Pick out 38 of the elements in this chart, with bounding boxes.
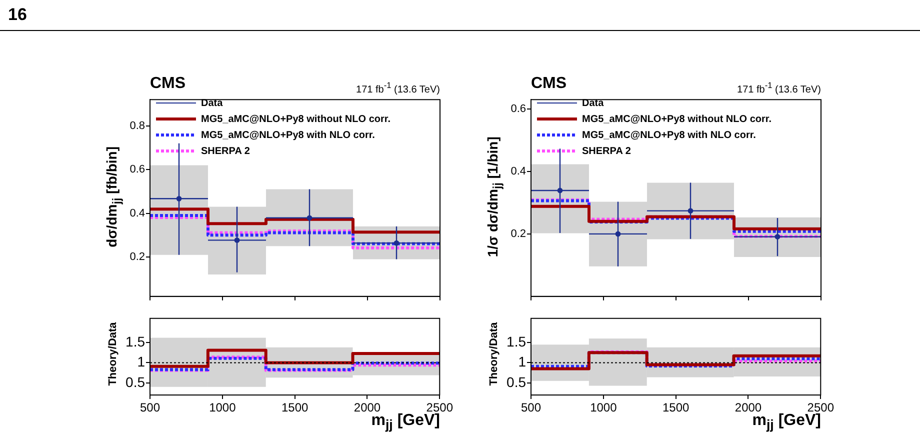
y-axis-title: Theory/Data [488, 322, 500, 386]
y-tick-label: 0.8 [130, 120, 145, 132]
x-tick-label: 1500 [662, 400, 690, 415]
legend-label: MG5_aMC@NLO+Py8 with NLO corr. [201, 130, 376, 141]
legend-label: Data [582, 98, 604, 109]
y-tick-label: 1.5 [506, 333, 526, 350]
y-tick-label: 0.2 [510, 228, 526, 240]
legend-label: MG5_aMC@NLO+Py8 without NLO corr. [201, 114, 391, 125]
text: 16 [8, 5, 27, 25]
x-tick-label: 2000 [354, 400, 381, 415]
legend-label: SHERPA 2 [201, 146, 250, 157]
y-axis-title: Theory/Data [106, 322, 119, 386]
chart-subtitle: 171 fb$^{-1}$ (13.6 TeV) [356, 80, 440, 96]
x-tick-label: 500 [520, 400, 542, 415]
legend-label: SHERPA 2 [582, 146, 632, 157]
legend-label: Data [201, 98, 224, 109]
x-tick-label: 500 [140, 400, 160, 415]
chart-subtitle: 171 fb$^{-1}$ (13.6 TeV) [737, 80, 821, 96]
y-tick-label: 0.4 [130, 207, 145, 220]
y-tick-label: 1.5 [126, 333, 146, 350]
y-tick-label: 1 [518, 354, 526, 370]
chart-title: CMS [150, 75, 186, 93]
y-tick-label: 0.2 [130, 251, 145, 264]
y-tick-label: 0.5 [126, 374, 146, 390]
x-tick-label: 2000 [734, 400, 762, 415]
y-tick-label: 0.5 [506, 374, 526, 390]
x-tick-label: 1000 [590, 400, 618, 415]
y-tick-label: 0.4 [510, 165, 526, 178]
y-tick-label: 0.6 [130, 164, 145, 176]
x-tick-label: 1500 [281, 400, 308, 415]
legend-label: MG5_aMC@NLO+Py8 with NLO corr. [582, 130, 756, 141]
chart-title: CMS [531, 75, 567, 93]
x-tick-label: 1000 [209, 400, 236, 415]
y-tick-label: 0.6 [510, 103, 526, 116]
y-tick-label: 1 [137, 354, 146, 370]
x-axis-title: m$_{jj}$ [GeV] [752, 412, 821, 432]
x-axis-title: m$_{jj}$ [GeV] [371, 412, 440, 432]
legend-label: MG5_aMC@NLO+Py8 without NLO corr. [582, 114, 772, 125]
